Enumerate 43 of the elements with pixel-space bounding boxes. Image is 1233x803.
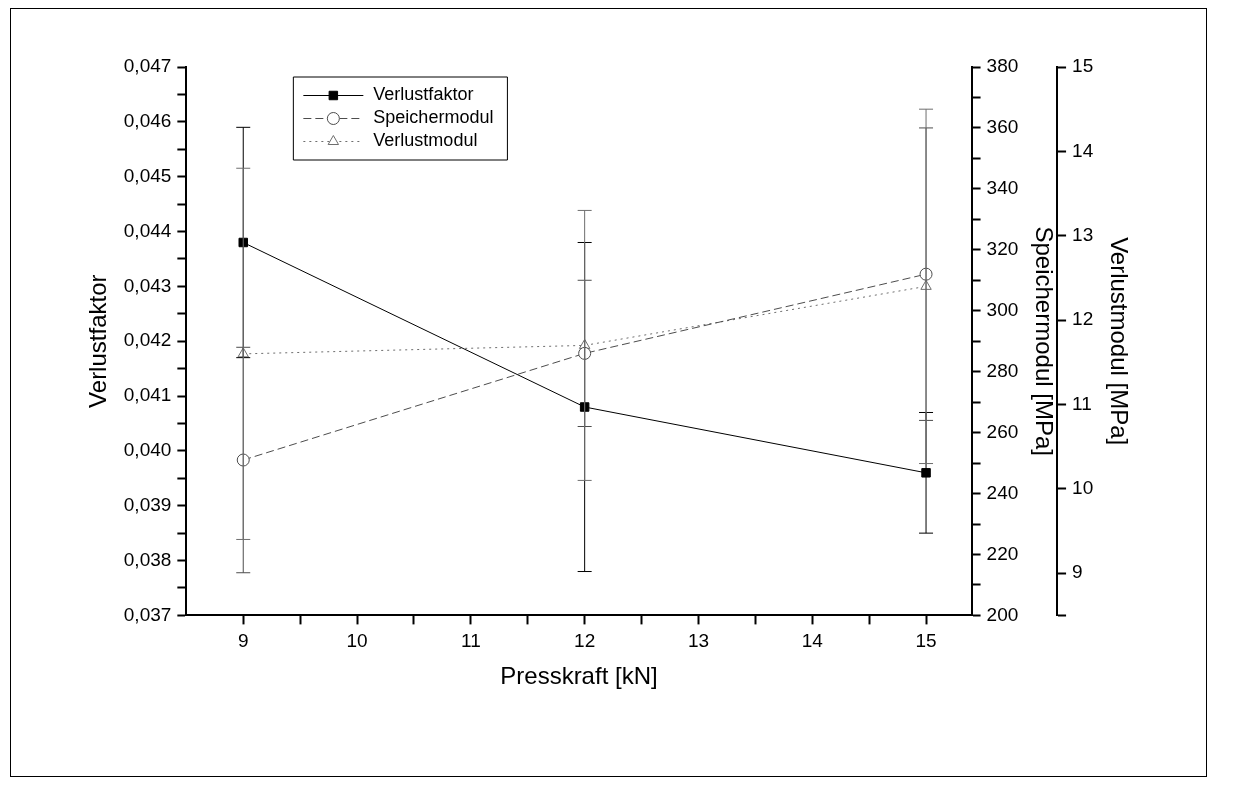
y-tick-label: 0,040 <box>123 439 172 461</box>
x-tick-label: 14 <box>801 630 824 652</box>
y2-tick-label: 380 <box>986 55 1019 77</box>
y2-tick-label: 260 <box>986 420 1019 442</box>
y3-tick-label: 14 <box>1072 139 1094 161</box>
y-tick-label: 0,038 <box>123 548 172 570</box>
y3-tick-label: 12 <box>1072 308 1094 330</box>
point <box>921 468 931 478</box>
legend-label: Verlustfaktor <box>373 84 474 105</box>
y3-tick-label: 10 <box>1072 477 1094 499</box>
y2-tick-label: 300 <box>986 298 1019 320</box>
y3-tick-label: 9 <box>1072 561 1083 583</box>
y-tick-label: 0,044 <box>123 219 172 241</box>
legend-label: Verlustmodul <box>373 130 478 151</box>
y2-tick-label: 280 <box>986 359 1019 381</box>
x-tick-label: 9 <box>237 630 249 652</box>
y2-tick-label: 220 <box>986 542 1019 564</box>
y-tick-label: 0,037 <box>123 603 172 625</box>
y2-tick-label: 340 <box>986 177 1019 199</box>
x-tick-label: 11 <box>460 630 481 652</box>
y-tick-label: 0,046 <box>123 110 172 132</box>
y2-tick-label: 320 <box>986 238 1019 260</box>
y2-axis-title: Speichermodul [MPa] <box>1031 226 1059 456</box>
y-tick-label: 0,041 <box>123 384 172 406</box>
y-tick-label: 0,043 <box>123 274 172 296</box>
x-tick-label: 13 <box>687 630 710 652</box>
y3-tick-label: 15 <box>1072 55 1094 77</box>
y-tick-label: 0,039 <box>123 493 172 515</box>
y-tick-label: 0,047 <box>123 55 172 77</box>
x-tick-label: 10 <box>346 630 368 652</box>
y3-tick-label: 13 <box>1072 223 1094 245</box>
y3-tick-label: 11 <box>1072 392 1092 414</box>
y-axis-title: Verlustfaktor <box>84 274 112 408</box>
legend-label: Speichermodul <box>373 107 494 128</box>
y-tick-label: 0,045 <box>123 164 172 186</box>
x-tick-label: 12 <box>574 630 596 652</box>
y2-tick-label: 240 <box>986 481 1019 503</box>
x-axis-title: Presskraft [kN] <box>500 662 658 690</box>
x-tick-label: 15 <box>915 630 937 652</box>
y3-axis-title: Verlustmodul [MPa] <box>1105 237 1133 446</box>
y2-tick-label: 200 <box>986 603 1019 625</box>
y-tick-label: 0,042 <box>123 329 172 351</box>
y2-tick-label: 360 <box>986 116 1019 138</box>
